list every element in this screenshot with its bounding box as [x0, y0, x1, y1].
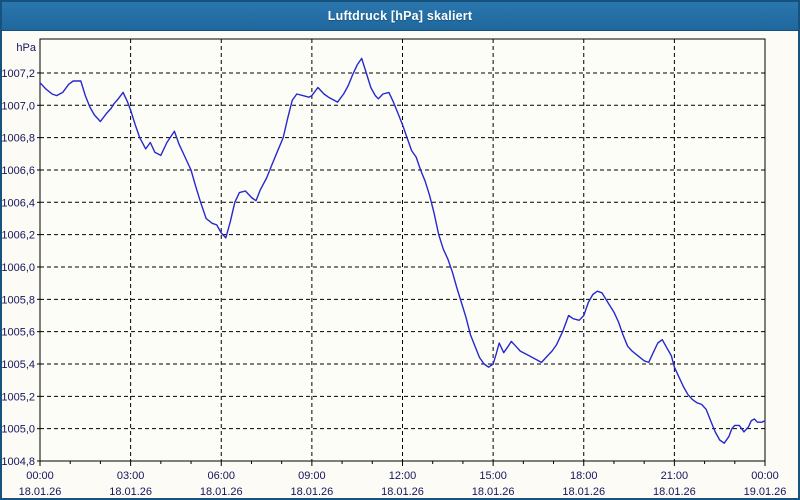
y-axis-tick-label: 1005,4: [2, 359, 35, 371]
y-axis-tick-label: 1005,0: [2, 424, 35, 436]
x-axis-time-label: 15:00: [479, 470, 507, 482]
y-axis-tick-label: 1005,6: [2, 327, 35, 339]
title-bar[interactable]: Luftdruck [hPa] skaliert: [2, 2, 798, 31]
y-axis-tick-label: 1006,2: [2, 230, 35, 242]
x-axis-time-label: 00:00: [751, 470, 779, 482]
x-axis-date-label: 18.01.26: [562, 486, 605, 498]
pressure-line: [39, 57, 766, 444]
x-axis-time-label: 21:00: [661, 470, 689, 482]
x-axis-time-label: 12:00: [389, 470, 417, 482]
y-axis-tick-label: 1005,8: [2, 294, 35, 306]
plot-border: [39, 38, 766, 462]
y-axis-tick-label: 1006,8: [2, 133, 35, 145]
x-axis-time-label: 06:00: [207, 470, 235, 482]
y-axis-tick-label: 1007,0: [2, 100, 35, 112]
y-axis-tick-label: 1006,0: [2, 262, 35, 274]
x-axis-date-label: 19.01.26: [744, 486, 787, 498]
y-axis-tick-label: 1006,4: [2, 197, 35, 209]
x-axis-date-label: 18.01.26: [472, 486, 515, 498]
x-axis-date-label: 18.01.26: [200, 486, 243, 498]
x-axis-time-label: 00:00: [26, 470, 54, 482]
x-axis-time-label: 18:00: [570, 470, 598, 482]
y-axis-tick-label: 1004,8: [2, 456, 35, 468]
y-axis-tick-label: 1007,2: [2, 68, 35, 80]
y-axis-tick-label: 1005,2: [2, 391, 35, 403]
y-axis-unit-label: hPa: [16, 42, 36, 54]
x-axis-date-label: 18.01.26: [290, 486, 333, 498]
pressure-chart-canvas: 1007,2 1007,0 1006,8 1006,6 1006,4 1006,2 1006…: [2, 38, 787, 498]
x-axis-time-label: 03:00: [117, 470, 145, 482]
x-axis-date-label: 18.01.26: [109, 486, 152, 498]
chart-panel: 1007,2 1007,0 1006,8 1006,6 1006,4 1006,2 1006…: [2, 31, 798, 498]
x-axis-time-label: 09:00: [298, 470, 326, 482]
window-title: Luftdruck [hPa] skaliert: [327, 9, 473, 23]
x-axis-date-label: 18.01.26: [381, 486, 424, 498]
x-axis-date-label: 18.01.26: [19, 486, 62, 498]
x-axis-date-label: 18.01.26: [653, 486, 696, 498]
y-axis-tick-label: 1006,6: [2, 165, 35, 177]
